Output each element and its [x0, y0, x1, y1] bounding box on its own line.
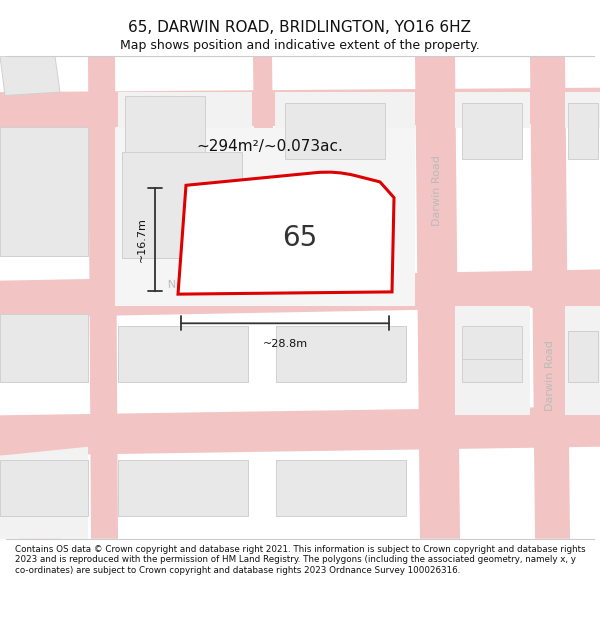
- Bar: [122, 152, 242, 258]
- Polygon shape: [0, 56, 60, 96]
- Text: North Leas Drive: North Leas Drive: [168, 276, 262, 289]
- Text: 65: 65: [283, 224, 317, 252]
- Text: Map shows position and indicative extent of the property.: Map shows position and indicative extent…: [120, 39, 480, 51]
- Bar: [205, 202, 360, 272]
- Bar: [568, 331, 598, 382]
- Bar: [462, 103, 522, 159]
- Text: 65, DARWIN ROAD, BRIDLINGTON, YO16 6HZ: 65, DARWIN ROAD, BRIDLINGTON, YO16 6HZ: [128, 20, 472, 35]
- Text: Darwin Road: Darwin Road: [432, 156, 442, 226]
- Polygon shape: [455, 306, 530, 416]
- Polygon shape: [275, 92, 415, 128]
- Polygon shape: [253, 56, 275, 306]
- Text: ~294m²/~0.073ac.: ~294m²/~0.073ac.: [197, 139, 343, 154]
- Text: Darwin Road: Darwin Road: [545, 341, 555, 411]
- Bar: [125, 96, 205, 158]
- Bar: [118, 326, 248, 382]
- Bar: [276, 460, 406, 516]
- Polygon shape: [415, 56, 460, 539]
- Polygon shape: [0, 269, 600, 318]
- Polygon shape: [0, 447, 88, 539]
- Polygon shape: [88, 56, 118, 539]
- Bar: [462, 331, 522, 382]
- Bar: [285, 103, 385, 159]
- Polygon shape: [565, 306, 600, 416]
- Bar: [568, 103, 598, 159]
- Polygon shape: [455, 92, 530, 128]
- Polygon shape: [0, 88, 600, 128]
- Text: ~28.8m: ~28.8m: [262, 339, 308, 349]
- Bar: [462, 326, 522, 359]
- Bar: [0, 314, 88, 382]
- Bar: [145, 174, 205, 230]
- Bar: [0, 127, 88, 256]
- Polygon shape: [530, 56, 570, 539]
- Polygon shape: [118, 92, 252, 128]
- Text: Contains OS data © Crown copyright and database right 2021. This information is : Contains OS data © Crown copyright and d…: [15, 545, 586, 575]
- Text: ~16.7m: ~16.7m: [137, 217, 147, 262]
- Polygon shape: [565, 92, 600, 128]
- Polygon shape: [18, 462, 62, 539]
- Bar: [276, 326, 406, 382]
- Bar: [118, 460, 248, 516]
- Polygon shape: [115, 128, 415, 306]
- Polygon shape: [0, 406, 600, 456]
- PathPatch shape: [178, 172, 394, 294]
- Bar: [0, 460, 88, 516]
